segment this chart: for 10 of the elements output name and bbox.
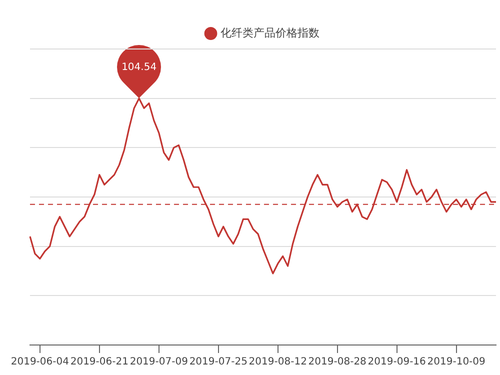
x-tick-label: 2019-06-21 bbox=[70, 356, 128, 368]
x-tick-label: 2019-08-28 bbox=[308, 356, 366, 368]
x-tick-label: 2019-08-12 bbox=[248, 356, 307, 368]
x-tick-label: 2019-06-04 bbox=[10, 356, 69, 368]
x-tick-label: 2019-10-09 bbox=[427, 356, 486, 368]
legend-label: 化纤类产品价格指数 bbox=[220, 26, 320, 40]
x-tick-label: 2019-07-09 bbox=[130, 356, 188, 368]
x-tick-label: 2019-07-25 bbox=[189, 356, 248, 368]
x-tick-label: 2019-09-16 bbox=[368, 356, 426, 368]
annotation: 104.54 bbox=[122, 62, 157, 73]
